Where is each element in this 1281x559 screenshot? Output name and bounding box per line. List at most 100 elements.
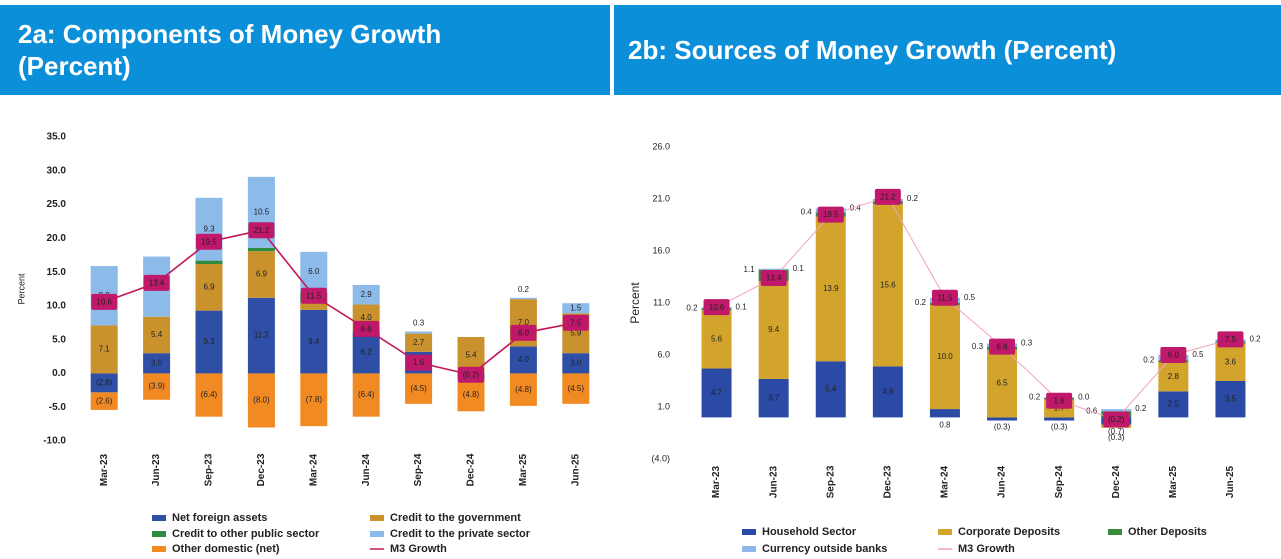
y-tick-label: -10.0 <box>43 436 66 447</box>
data-label: 11.5 <box>937 293 953 302</box>
line-marker <box>248 222 275 239</box>
x-tick-label: Dec-24 <box>1111 465 1122 498</box>
data-label: 0.3 <box>972 342 984 351</box>
bar-segment <box>929 305 960 410</box>
data-label: 0.2 <box>518 285 530 294</box>
data-label: 13.9 <box>823 284 839 293</box>
data-label: 15.6 <box>880 280 896 289</box>
bar-segment <box>247 373 275 428</box>
legend-swatch <box>938 529 952 535</box>
data-label: (0.3) <box>994 423 1011 432</box>
y-tick-label: 20.0 <box>47 233 67 244</box>
data-label: 6.0 <box>1168 351 1180 360</box>
bar-segment <box>352 373 380 417</box>
data-label: 5.4 <box>151 330 163 339</box>
x-tick-label: Jun-25 <box>1225 465 1236 498</box>
data-label: 6.6 <box>361 324 373 333</box>
x-tick-label: Mar-25 <box>518 453 529 486</box>
bar-segment <box>1101 409 1132 412</box>
line-marker <box>1217 331 1244 348</box>
data-label: 1.1 <box>744 265 756 274</box>
legend-label: Other domestic (net) <box>172 543 280 555</box>
data-label: 5.6 <box>711 335 723 344</box>
line <box>716 196 1231 421</box>
bar-segment <box>509 297 537 300</box>
y-tick-label: -5.0 <box>49 402 67 413</box>
y-tick-label: 30.0 <box>47 165 67 176</box>
bar-segment <box>758 281 789 379</box>
chart-title: 2b: Sources of Money Growth (Percent) <box>628 34 1117 65</box>
legend-label: Credit to the private sector <box>390 528 531 540</box>
bar-segment <box>90 325 118 374</box>
bar-segment <box>195 197 223 261</box>
data-label: 10.5 <box>254 207 270 216</box>
line-marker <box>196 233 222 250</box>
bar-segment <box>1158 391 1189 418</box>
data-label: 7.1 <box>99 345 111 354</box>
bar-segment <box>195 373 223 417</box>
data-label: (4.8) <box>515 385 532 394</box>
bar-segment <box>1044 417 1075 421</box>
data-label: 1.5 <box>570 303 582 312</box>
data-label: 0.3 <box>413 319 425 328</box>
bar-segment <box>143 353 171 374</box>
data-label: 0.5 <box>1192 350 1204 359</box>
data-label: 19.5 <box>201 237 217 246</box>
data-label: 1.6 <box>1054 396 1066 405</box>
data-label: 10.6 <box>709 303 725 312</box>
data-label: 21.2 <box>880 193 896 202</box>
legend-label: Credit to other public sector <box>172 528 320 540</box>
data-label: 0.4 <box>850 203 862 212</box>
data-label: (8.0) <box>253 396 270 405</box>
legend-swatch <box>1108 529 1122 535</box>
data-label: (0.3) <box>1051 423 1068 432</box>
data-label: 11.2 <box>254 331 270 340</box>
x-tick-label: Dec-23 <box>256 453 267 486</box>
data-label: (2.6) <box>96 396 113 405</box>
data-label: 0.3 <box>1021 339 1033 348</box>
line-marker <box>510 324 537 341</box>
bar-segment <box>562 373 590 404</box>
data-label: 0.1 <box>793 264 805 273</box>
data-label: 6.9 <box>203 282 215 291</box>
data-label: (2.8) <box>96 378 113 387</box>
y-tick-label: 21.0 <box>652 193 670 203</box>
legend-label: M3 Growth <box>958 543 1015 555</box>
line-marker <box>562 314 589 331</box>
line-marker <box>931 289 958 306</box>
y-tick-label: 10.0 <box>47 301 67 312</box>
legend-swatch <box>742 546 756 552</box>
data-label: 0.2 <box>1249 335 1261 344</box>
data-label: 3.5 <box>1225 394 1237 403</box>
data-label: 5.4 <box>825 384 837 393</box>
bar-segment <box>405 331 433 334</box>
data-label: (7.8) <box>306 395 323 404</box>
y-tick-label: 5.0 <box>52 334 66 345</box>
bar-segment <box>300 309 328 374</box>
data-label: 10.0 <box>937 352 953 361</box>
line-marker <box>874 188 901 205</box>
data-label: 10.6 <box>96 297 112 306</box>
data-label: 6.0 <box>308 267 320 276</box>
bar-segment <box>509 346 537 374</box>
bar-segment <box>758 378 789 418</box>
y-axis-label: Percent <box>16 273 26 305</box>
data-label: 5.9 <box>570 328 582 337</box>
legend-swatch <box>152 546 166 552</box>
legend-label: Currency outside banks <box>762 543 887 555</box>
line-marker <box>760 270 787 287</box>
data-label: 13.4 <box>149 279 165 288</box>
data-label: (0.7) <box>1108 427 1125 436</box>
data-label: (0.2) <box>463 370 480 379</box>
data-label: 2.8 <box>1168 372 1180 381</box>
line-marker <box>353 320 380 337</box>
bar-segment <box>143 316 171 354</box>
data-label: 3.0 <box>151 358 163 367</box>
legend-swatch <box>370 531 384 537</box>
data-label: 3.0 <box>570 358 582 367</box>
y-tick-label: 0.0 <box>52 368 66 379</box>
legend-label: Corporate Deposits <box>958 526 1060 538</box>
bar-segment <box>457 378 485 412</box>
bar-segment <box>562 353 590 374</box>
